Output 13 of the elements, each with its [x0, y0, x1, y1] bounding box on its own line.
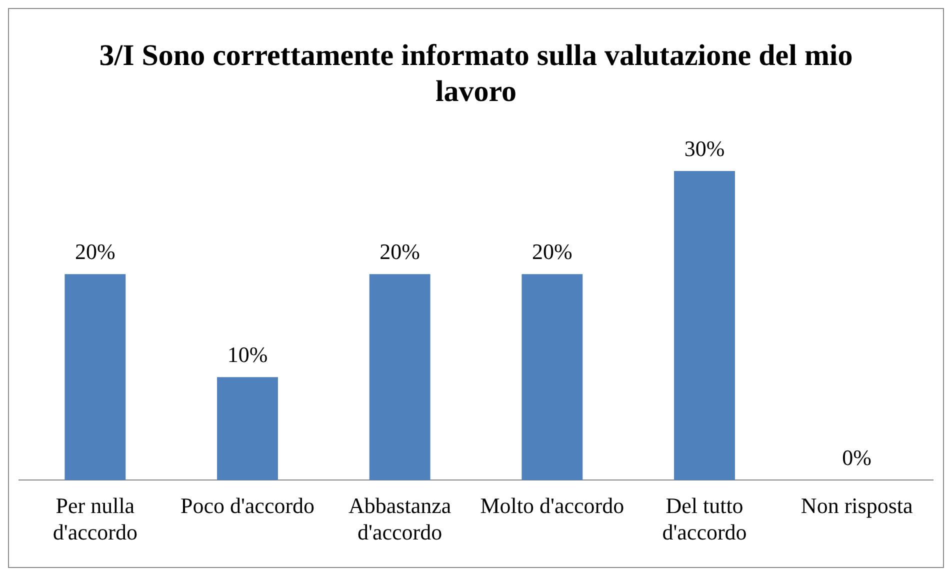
x-tick-label: Molto d'accordo: [480, 493, 624, 518]
x-tick-label: Per nulla d'accordo: [52, 493, 138, 545]
data-label: 0%: [842, 444, 872, 470]
x-tick-label: Del tutto d'accordo: [662, 493, 747, 545]
x-tick-label: Non risposta: [800, 493, 913, 518]
chart-title: 3/I Sono correttamente informato sulla valutazione del mio lavoro: [99, 38, 853, 108]
data-label: 20%: [380, 238, 420, 264]
x-tick-label: Poco d'accordo: [180, 493, 315, 518]
data-label: 30%: [684, 136, 725, 161]
data-label: 10%: [227, 342, 268, 367]
data-label: 20%: [532, 238, 572, 264]
x-tick-label: Abbastanza d'accordo: [348, 493, 452, 545]
data-label: 20%: [75, 238, 116, 264]
